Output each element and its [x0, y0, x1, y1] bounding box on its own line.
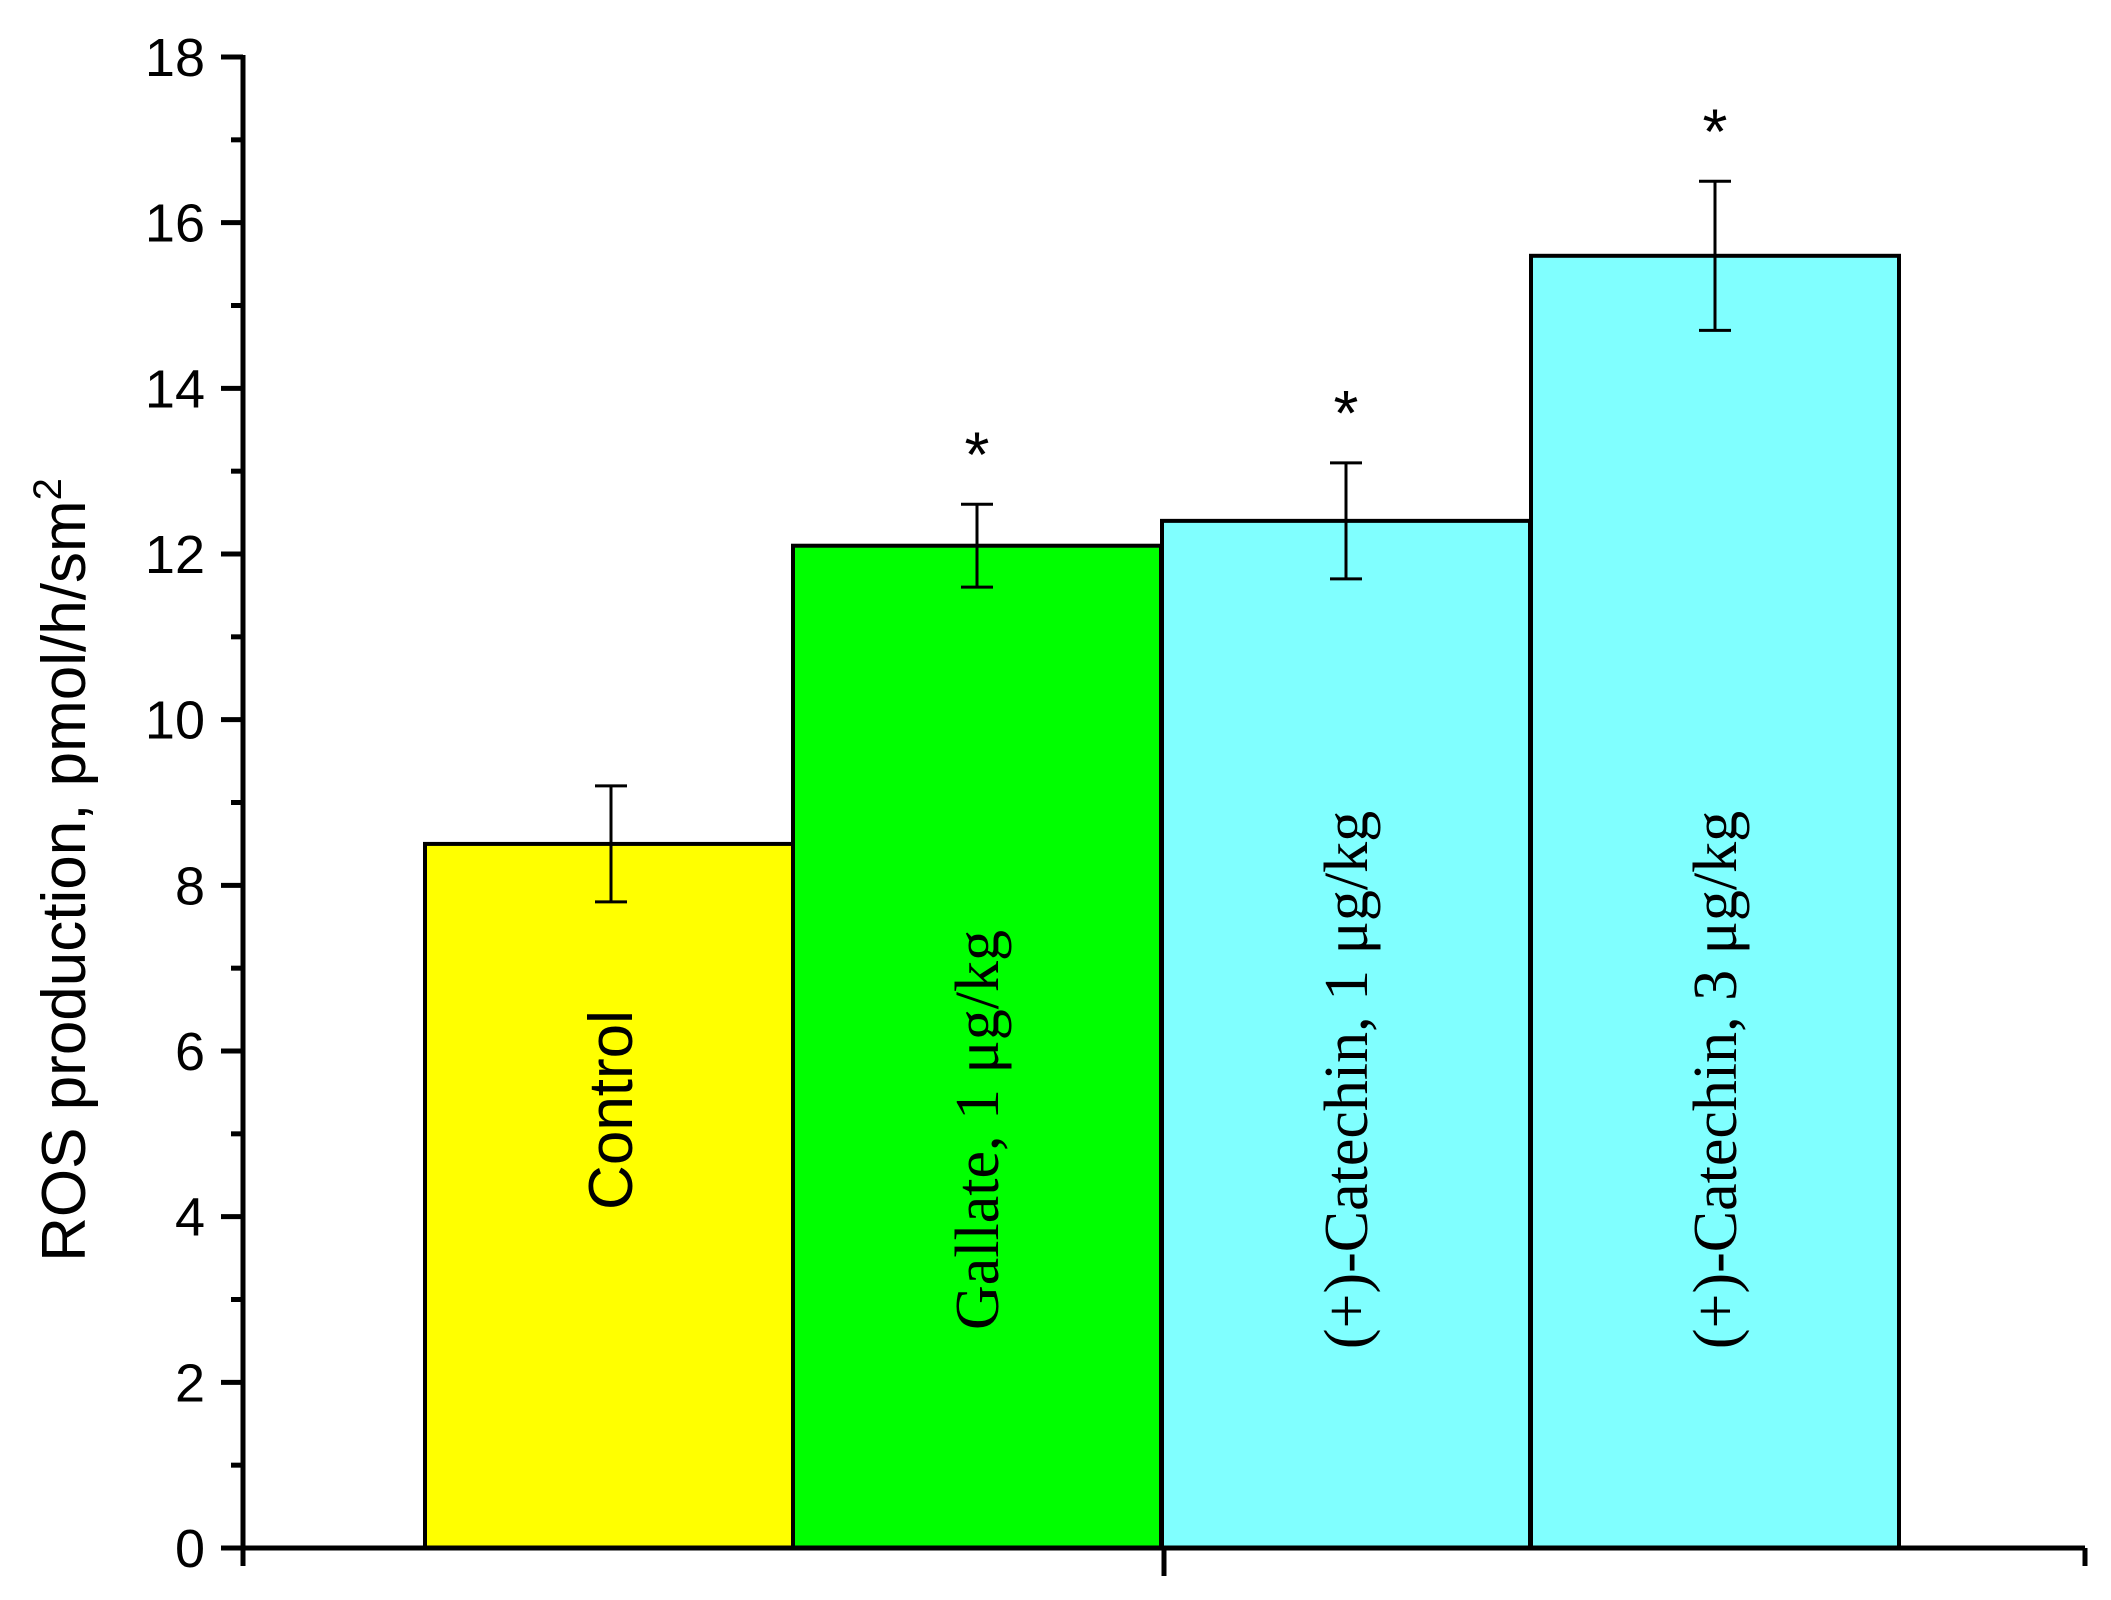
- bar-label: (+)-Catechin, 3 μg/kg: [1682, 811, 1750, 1349]
- y-tick-label: 4: [175, 1188, 205, 1248]
- bar: [423, 841, 795, 1550]
- x-ticks: [240, 1548, 2088, 1576]
- y-tick-label: 0: [175, 1519, 205, 1579]
- y-tick-label: 16: [145, 194, 205, 254]
- y-tick-label: 18: [145, 28, 205, 88]
- y-tick-label: 6: [175, 1022, 205, 1082]
- bar-label: Gallate, 1 μg/kg: [944, 930, 1012, 1330]
- y-tick-label: 2: [175, 1353, 205, 1413]
- y-tick-label: 12: [145, 525, 205, 585]
- y-tick-label: 8: [175, 856, 205, 916]
- y-tick-label: 14: [145, 359, 205, 419]
- y-ticks: 0 2 4 6 8 10 12 14 16 18: [145, 28, 243, 1579]
- significance-marker: *: [1703, 95, 1728, 167]
- bars-layer: Control * Gallate, 1 μg/kg * (+)-Catechin, 1…: [423, 95, 1901, 1550]
- y-axis-title: ROS production, pmol/h/sm2: [26, 478, 99, 1262]
- significance-marker: *: [1334, 377, 1359, 449]
- bar-label: (+)-Catechin, 1 μg/kg: [1313, 811, 1381, 1349]
- bar-label: Control: [577, 1010, 646, 1210]
- y-tick-label: 10: [145, 691, 205, 751]
- significance-marker: *: [965, 418, 990, 490]
- bar: [1160, 518, 1532, 1550]
